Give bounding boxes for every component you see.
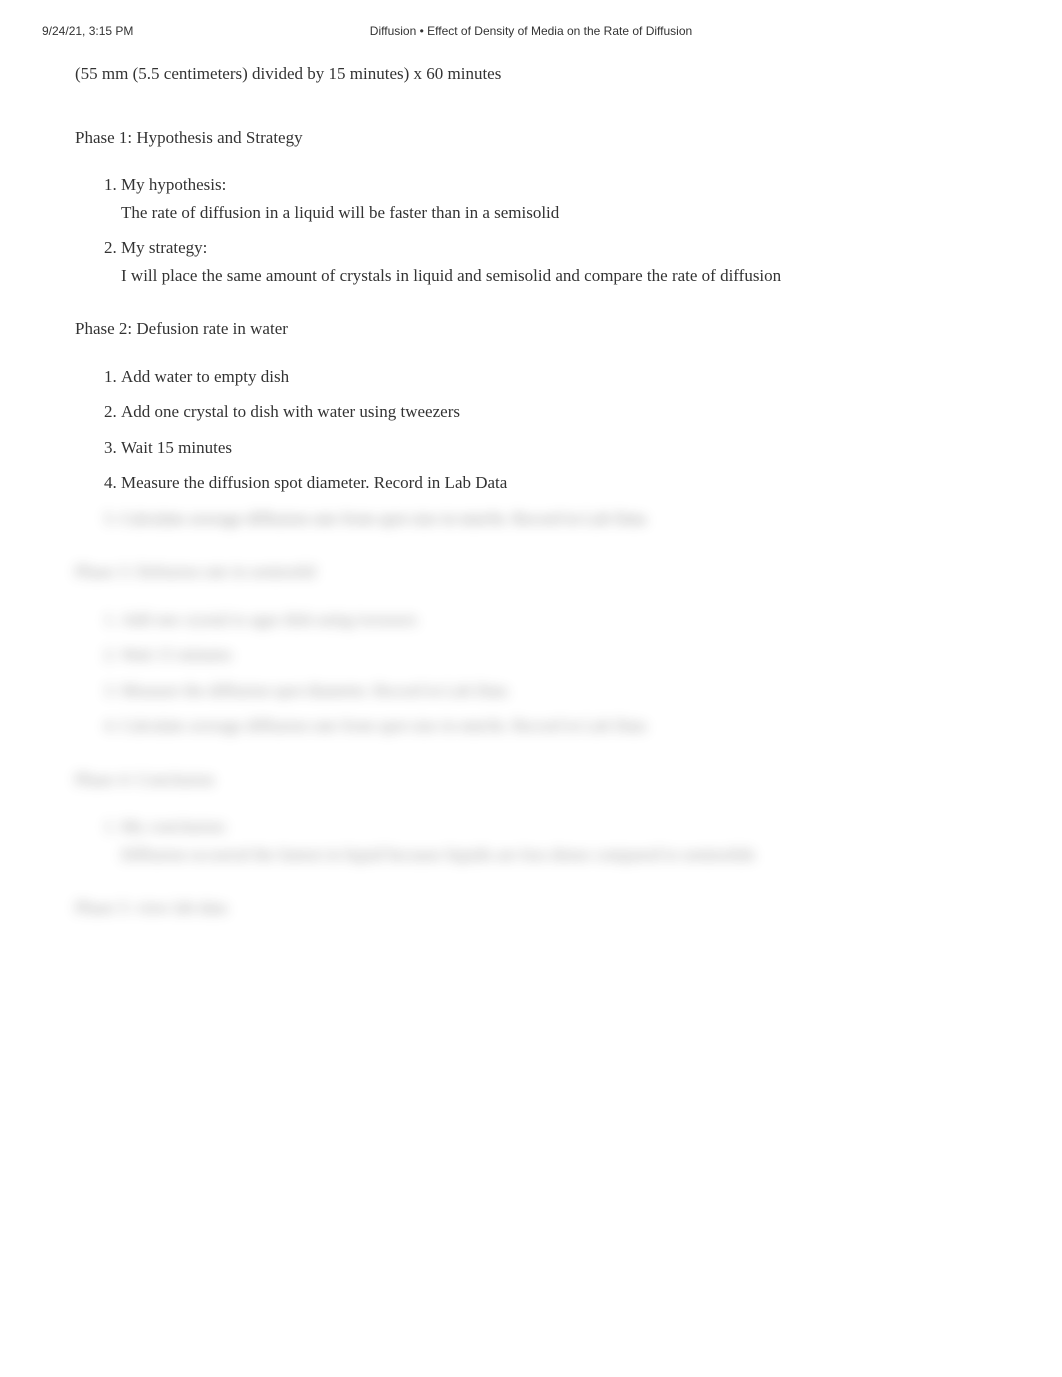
phase5-title: Phase 5: view lab data [75, 895, 975, 921]
phase4-list: My conclusion: Diffusion occurred the fa… [121, 814, 975, 867]
list-item: Wait 15 minutes [121, 435, 975, 461]
phase4-title: Phase 4: Conclusion [75, 767, 975, 793]
item-body: The rate of diffusion in a liquid will b… [121, 200, 975, 226]
list-item: My strategy: I will place the same amoun… [121, 235, 975, 288]
list-item: Add one crystal to agar dish using tweez… [121, 607, 975, 633]
document-content: (55 mm (5.5 centimeters) divided by 15 m… [75, 61, 975, 943]
phase2-list: Add water to empty dish Add one crystal … [121, 364, 975, 532]
phase2-title: Phase 2: Defusion rate in water [75, 316, 975, 342]
list-item: Add water to empty dish [121, 364, 975, 390]
list-item: Add one crystal to dish with water using… [121, 399, 975, 425]
list-item: Wait 15 minutes [121, 642, 975, 668]
header-title: Diffusion • Effect of Density of Media o… [0, 22, 1062, 40]
list-item: Measure the diffusion spot diameter. Rec… [121, 678, 975, 704]
phase1-title: Phase 1: Hypothesis and Strategy [75, 125, 975, 151]
formula-text: (55 mm (5.5 centimeters) divided by 15 m… [75, 61, 975, 87]
phase1-list: My hypothesis: The rate of diffusion in … [121, 172, 975, 288]
item-label: My conclusion: [121, 817, 227, 836]
list-item: My conclusion: Diffusion occurred the fa… [121, 814, 975, 867]
item-label: My hypothesis: [121, 175, 226, 194]
phase3-title: Phase 3: Defusion rate in semisolid [75, 559, 975, 585]
list-item: Measure the diffusion spot diameter. Rec… [121, 470, 975, 496]
item-body: I will place the same amount of crystals… [121, 263, 975, 289]
list-item-blurred: Calculate average diffusion rate from sp… [121, 506, 975, 532]
list-item: My hypothesis: The rate of diffusion in … [121, 172, 975, 225]
item-body: Diffusion occurred the fastest in liquid… [121, 842, 975, 868]
phase3-list: Add one crystal to agar dish using tweez… [121, 607, 975, 739]
item-label: My strategy: [121, 238, 207, 257]
list-item: Calculate average diffusion rate from sp… [121, 713, 975, 739]
blurred-content: Phase 3: Defusion rate in semisolid Add … [75, 559, 975, 921]
